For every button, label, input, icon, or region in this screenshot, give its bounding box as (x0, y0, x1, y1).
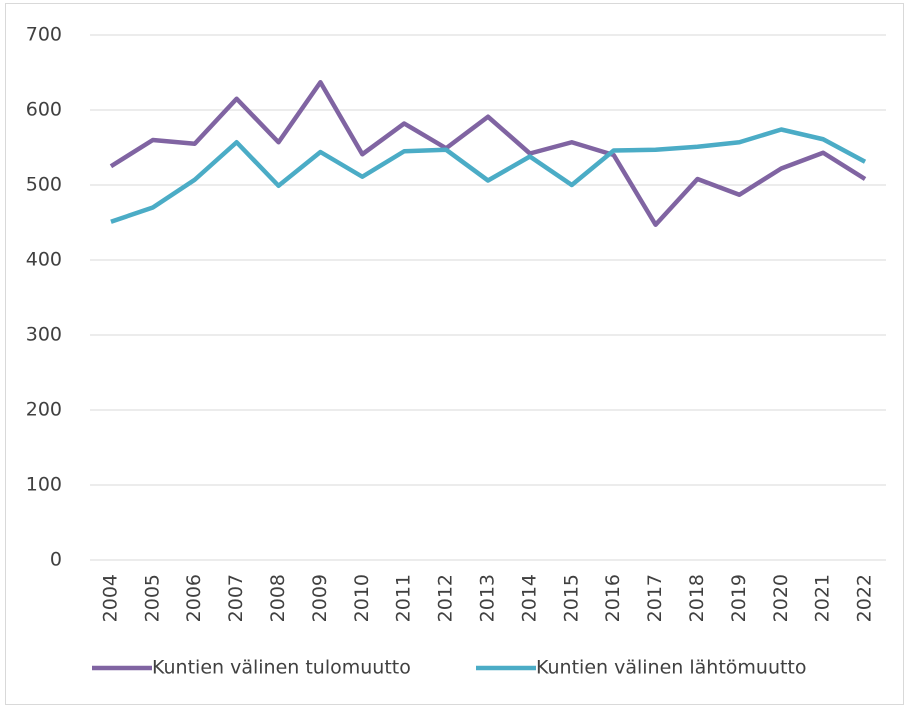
x-tick-label: 2014 (518, 574, 540, 622)
y-tick-label: 400 (26, 249, 62, 271)
y-tick-label: 100 (26, 474, 62, 496)
x-tick-label: 2004 (99, 574, 121, 622)
x-tick-label: 2022 (854, 574, 876, 622)
legend-label: Kuntien välinen tulomuutto (152, 657, 411, 679)
x-tick-label: 2016 (602, 574, 624, 622)
x-tick-label: 2013 (477, 574, 499, 622)
x-tick-label: 2015 (560, 574, 582, 622)
line-series (110, 127, 867, 224)
y-tick-label: 200 (26, 399, 62, 421)
y-tick-label: 500 (26, 174, 62, 196)
x-tick-label: 2011 (393, 574, 415, 622)
x-tick-label: 2019 (728, 574, 750, 622)
x-tick-label: 2007 (225, 574, 247, 622)
x-tick-label: 2009 (309, 574, 331, 622)
x-tick-label: 2005 (141, 574, 163, 622)
chart-border (5, 3, 904, 705)
x-tick-label: 2020 (770, 574, 792, 622)
line-series (109, 80, 867, 227)
legend-label: Kuntien välinen lähtömuutto (536, 657, 807, 679)
x-tick-label: 2017 (644, 574, 666, 622)
y-tick-label: 600 (26, 99, 62, 121)
y-tick-label: 0 (50, 549, 62, 571)
x-tick-label: 2021 (812, 574, 834, 622)
x-tick-label: 2012 (435, 574, 457, 622)
x-tick-label: 2010 (351, 574, 373, 622)
x-tick-label: 2008 (267, 574, 289, 622)
y-tick-label: 700 (26, 24, 62, 46)
x-tick-label: 2018 (686, 574, 708, 622)
x-tick-label: 2006 (183, 574, 205, 622)
y-tick-label: 300 (26, 324, 62, 346)
